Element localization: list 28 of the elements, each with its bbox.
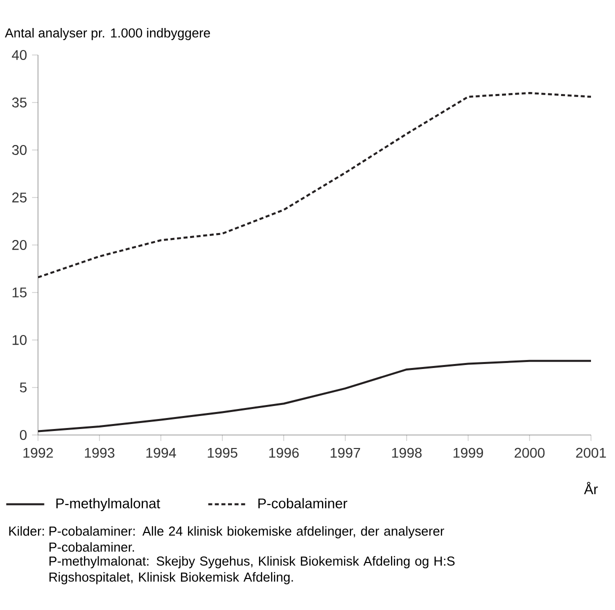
line-series — [38, 92, 591, 278]
legend-label: P-methylmalonat — [56, 498, 160, 512]
x-tick-label: 1992 — [23, 448, 53, 458]
x-axis-title: År — [584, 482, 598, 494]
x-tick-label: 1995 — [208, 448, 238, 458]
x-tick-label: 2000 — [514, 448, 545, 458]
x-tick-label: 1996 — [269, 448, 299, 458]
y-axis-title: Antal analyser pr. 1.000 indbyggere — [4, 28, 210, 40]
x-tick-label: 1998 — [392, 448, 422, 458]
y-tick-label: 10 — [12, 335, 27, 345]
y-tick-label: 30 — [12, 145, 27, 155]
y-tick-label: 40 — [12, 50, 27, 60]
x-tick-label: 1994 — [146, 448, 176, 458]
text: P-methylmalonat: Skejby Sygehus, Klinisk Biokemisk Afdeling og H:S Rigshospitalet, Klinisk Biokemisk Afdeling. — [50, 556, 455, 584]
x-tick-label: 1997 — [330, 448, 360, 458]
y-tick-label: 5 — [20, 382, 27, 392]
y-tick-label: 15 — [12, 288, 27, 298]
y-tick-label: 20 — [12, 240, 27, 250]
x-tick-label: 2001 — [576, 448, 606, 458]
text: Kilder: — [9, 526, 44, 536]
y-tick-label: 35 — [12, 98, 27, 108]
legend-label: P-cobalaminer — [258, 498, 348, 508]
y-tick-label: 0 — [20, 430, 27, 440]
text: P-cobalaminer: Alle 24 klinisk biokemiske afdelinger, der analyserer P-cobalaminer. — [50, 526, 444, 552]
y-tick-label: 25 — [12, 192, 27, 202]
line-series — [38, 360, 591, 432]
x-tick-label: 1993 — [84, 448, 114, 458]
x-tick-label: 1999 — [454, 448, 484, 458]
